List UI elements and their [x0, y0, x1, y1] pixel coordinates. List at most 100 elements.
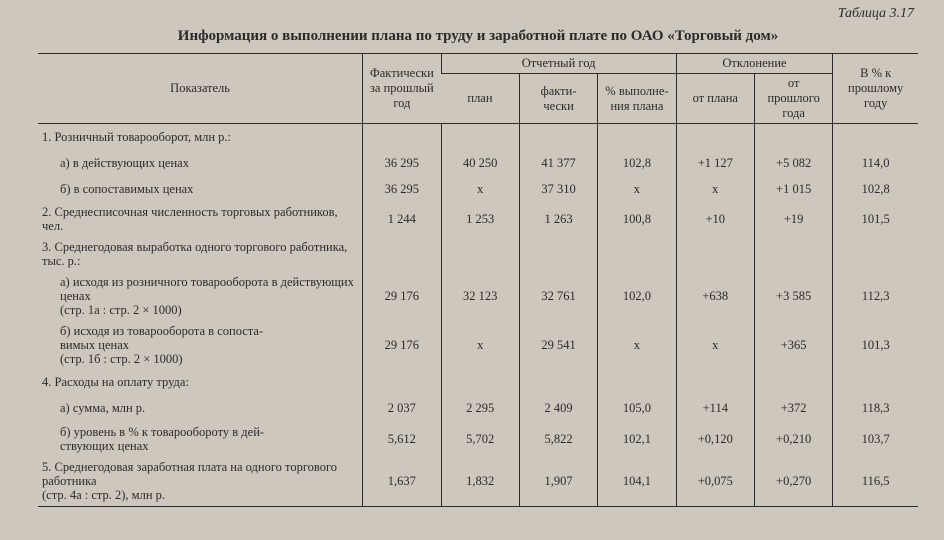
table-row: 5. Среднегодовая заработная плата на одн… — [38, 457, 918, 507]
cell-value: +0,270 — [754, 457, 832, 507]
cell-indicator: 3. Среднегодовая выработка одного торгов… — [38, 237, 363, 272]
cell-indicator: б) исходя из товарооборота в сопоста- ви… — [38, 321, 363, 370]
table-row: б) исходя из товарооборота в сопоста- ви… — [38, 321, 918, 370]
cell-value — [833, 370, 918, 396]
th-deviation: Отклонение — [676, 54, 833, 74]
cell-value: 116,5 — [833, 457, 918, 507]
cell-value: +372 — [754, 396, 832, 422]
cell-indicator: 5. Среднегодовая заработная плата на одн… — [38, 457, 363, 507]
cell-value: x — [441, 176, 519, 202]
cell-value: 5,612 — [363, 422, 441, 457]
cell-value — [754, 237, 832, 272]
cell-value: 102,1 — [598, 422, 676, 457]
table-head: Показатель Фактически за прошлый год Отч… — [38, 54, 918, 124]
cell-value: +10 — [676, 202, 754, 237]
table-row: б) уровень в % к товарообороту в дей- ст… — [38, 422, 918, 457]
page: Таблица 3.17 Информация о выполнении пла… — [0, 0, 944, 540]
cell-value — [676, 124, 754, 151]
cell-value: 29 541 — [519, 321, 597, 370]
cell-indicator: а) исходя из розничного товарооборота в … — [38, 272, 363, 321]
cell-value — [519, 370, 597, 396]
cell-value: 29 176 — [363, 272, 441, 321]
th-fact: факти- чески — [519, 74, 597, 124]
cell-indicator: 1. Розничный товарооборот, млн р.: — [38, 124, 363, 151]
cell-value: 40 250 — [441, 150, 519, 176]
cell-value: 103,7 — [833, 422, 918, 457]
cell-value — [598, 124, 676, 151]
cell-value: 32 123 — [441, 272, 519, 321]
cell-value: 1 244 — [363, 202, 441, 237]
th-report-year: Отчетный год — [441, 54, 676, 74]
table-body: 1. Розничный товарооборот, млн р.:а) в д… — [38, 124, 918, 507]
cell-value: 2 295 — [441, 396, 519, 422]
cell-value — [519, 124, 597, 151]
cell-value: 32 761 — [519, 272, 597, 321]
cell-value: 1,832 — [441, 457, 519, 507]
table-row: б) в сопоставимых ценах36 295x37 310xx+1… — [38, 176, 918, 202]
cell-value: 5,822 — [519, 422, 597, 457]
cell-value: 114,0 — [833, 150, 918, 176]
cell-value: 101,5 — [833, 202, 918, 237]
cell-value: x — [598, 176, 676, 202]
th-from-prev: от прошлого года — [754, 74, 832, 124]
cell-value: x — [676, 321, 754, 370]
cell-value: 101,3 — [833, 321, 918, 370]
cell-value: +0,120 — [676, 422, 754, 457]
cell-value: 29 176 — [363, 321, 441, 370]
cell-indicator: б) в сопоставимых ценах — [38, 176, 363, 202]
cell-value: 102,8 — [598, 150, 676, 176]
cell-value: 102,8 — [833, 176, 918, 202]
cell-value — [676, 370, 754, 396]
cell-value: 41 377 — [519, 150, 597, 176]
cell-value: x — [676, 176, 754, 202]
table-row: 3. Среднегодовая выработка одного торгов… — [38, 237, 918, 272]
cell-value: +1 127 — [676, 150, 754, 176]
table-row: а) исходя из розничного товарооборота в … — [38, 272, 918, 321]
cell-value: 102,0 — [598, 272, 676, 321]
cell-value: +1 015 — [754, 176, 832, 202]
cell-value — [754, 124, 832, 151]
cell-value — [363, 370, 441, 396]
cell-value: x — [441, 321, 519, 370]
cell-value: 5,702 — [441, 422, 519, 457]
cell-value: 36 295 — [363, 176, 441, 202]
cell-value: 36 295 — [363, 150, 441, 176]
cell-value — [676, 237, 754, 272]
cell-value: +5 082 — [754, 150, 832, 176]
cell-value: +0,210 — [754, 422, 832, 457]
labor-table: Показатель Фактически за прошлый год Отч… — [38, 53, 918, 507]
cell-value: 1,637 — [363, 457, 441, 507]
cell-value — [363, 124, 441, 151]
cell-value: +19 — [754, 202, 832, 237]
cell-value — [598, 370, 676, 396]
cell-value — [441, 124, 519, 151]
cell-value — [598, 237, 676, 272]
cell-value — [363, 237, 441, 272]
cell-value — [441, 237, 519, 272]
cell-indicator: а) сумма, млн р. — [38, 396, 363, 422]
cell-value: 118,3 — [833, 396, 918, 422]
cell-value: 2 037 — [363, 396, 441, 422]
cell-value — [519, 237, 597, 272]
cell-value: 1 253 — [441, 202, 519, 237]
th-pct-plan: % выполне- ния плана — [598, 74, 676, 124]
table-title: Информация о выполнении плана по труду и… — [38, 28, 918, 45]
cell-value: +114 — [676, 396, 754, 422]
cell-value: 1 263 — [519, 202, 597, 237]
table-row: 2. Среднесписочная численность торговых … — [38, 202, 918, 237]
th-pct-prev: В % к прошлому году — [833, 54, 918, 124]
cell-value: 2 409 — [519, 396, 597, 422]
cell-value — [833, 237, 918, 272]
cell-indicator: 4. Расходы на оплату труда: — [38, 370, 363, 396]
cell-indicator: б) уровень в % к товарообороту в дей- ст… — [38, 422, 363, 457]
table-number: Таблица 3.17 — [838, 6, 914, 22]
table-row: а) в действующих ценах36 29540 25041 377… — [38, 150, 918, 176]
cell-value: 37 310 — [519, 176, 597, 202]
cell-value — [441, 370, 519, 396]
cell-value: 1,907 — [519, 457, 597, 507]
cell-value — [754, 370, 832, 396]
cell-value — [833, 124, 918, 151]
cell-value: +0,075 — [676, 457, 754, 507]
th-from-plan: от плана — [676, 74, 754, 124]
cell-indicator: а) в действующих ценах — [38, 150, 363, 176]
